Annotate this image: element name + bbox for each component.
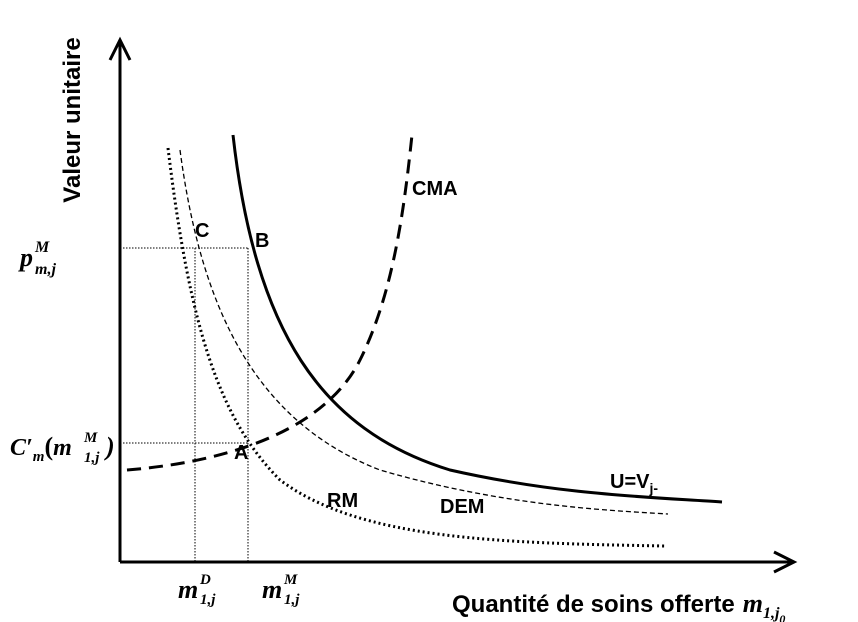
cma-curve — [126, 134, 414, 472]
x-axis-var: m — [743, 589, 763, 618]
cost-var: C′ — [10, 435, 33, 461]
curve-label: DEM — [440, 496, 484, 518]
cost-inner-sub: 1,j — [84, 450, 100, 466]
axes — [108, 36, 798, 574]
m-market-sub: 1,j — [284, 592, 300, 608]
x-axis-sub: 1,j — [763, 605, 780, 622]
m-market: m — [262, 575, 282, 604]
cost-close: ) — [104, 432, 115, 461]
x-axis-sub-index: 0 — [779, 612, 785, 622]
utility-curve — [231, 134, 723, 504]
x-axis-label: Quantité de soins offerte m1,j0 — [452, 589, 785, 622]
utility-sub: j- — [648, 480, 658, 496]
price-sub: m,j — [35, 261, 56, 278]
y-arrow — [108, 36, 132, 61]
x-arrow — [773, 550, 798, 574]
y-axis-label: Valeur unitaire — [59, 37, 86, 202]
curve-label: U=Vj- — [610, 471, 658, 496]
m-market-sup: M — [283, 572, 298, 588]
price-label: p — [18, 243, 33, 272]
curve-label: CMA — [412, 178, 458, 200]
cost-inner-sup: M — [83, 430, 98, 446]
cost-inner-var: m — [53, 435, 72, 461]
m-demand: m — [178, 575, 198, 604]
point-label: A — [234, 442, 248, 464]
m-demand-sub: 1,j — [200, 592, 216, 608]
x-axis-text: Quantité de soins offerte — [452, 591, 735, 618]
rm-curve — [166, 147, 666, 548]
price-sup: M — [34, 239, 50, 256]
utility-text: U=V — [610, 471, 650, 493]
cost-open: ( — [44, 432, 53, 461]
m-demand-sup: D — [199, 572, 211, 588]
curve-label: RM — [327, 490, 358, 512]
point-label: B — [255, 230, 269, 252]
dem-curve — [179, 149, 669, 515]
cost-sub: m — [33, 449, 45, 465]
point-label: C — [195, 220, 209, 242]
cost-label: C′m(m — [10, 432, 72, 465]
